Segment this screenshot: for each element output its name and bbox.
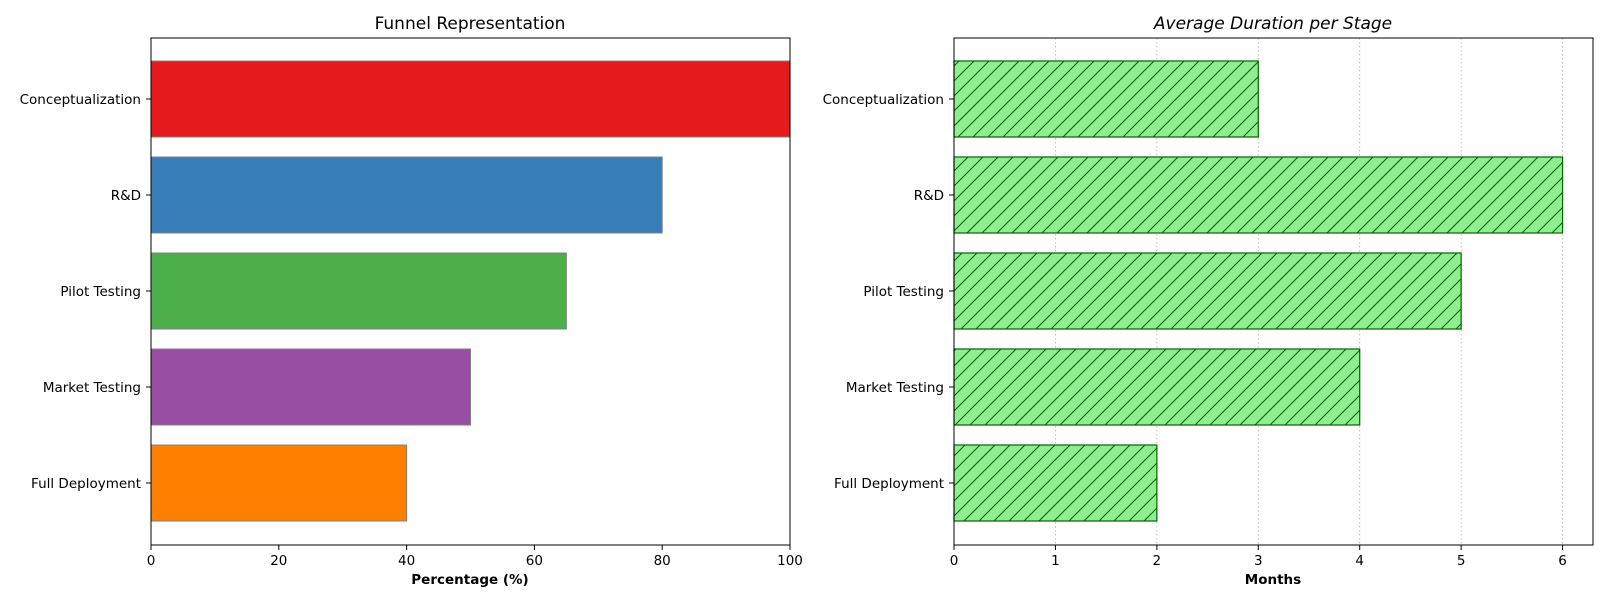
duration-y-tick-label: Conceptualization — [823, 92, 944, 108]
duration-chart: Average Duration per Stage Conceptualiza… — [823, 14, 1594, 588]
funnel-x-tick-label: 0 — [147, 553, 156, 569]
funnel-y-tick-label: Market Testing — [43, 380, 141, 396]
duration-bar-market-testing-hatch — [953, 348, 1361, 426]
duration-x-tick-label: 2 — [1153, 553, 1162, 569]
duration-x-axis-label: Months — [1245, 572, 1301, 588]
duration-x-axis: 0 1 2 3 4 5 6 — [950, 545, 1567, 569]
duration-x-tick-label: 0 — [950, 553, 959, 569]
funnel-x-axis-label: Percentage (%) — [411, 572, 528, 588]
funnel-y-tick-label: R&D — [111, 188, 141, 204]
funnel-x-tick-label: 80 — [654, 553, 671, 569]
funnel-y-tick-label: Pilot Testing — [60, 284, 141, 300]
duration-x-tick-label: 4 — [1355, 553, 1364, 569]
funnel-bar-pilot-testing — [150, 252, 567, 330]
duration-y-tick-label: Full Deployment — [834, 476, 944, 492]
duration-y-axis: Conceptualization R&D Pilot Testing Market … — [823, 92, 954, 492]
funnel-bars — [150, 60, 791, 522]
funnel-y-tick-label: Conceptualization — [20, 92, 141, 108]
duration-bar-conceptualization-hatch — [953, 60, 1259, 138]
funnel-chart: Funnel Representation Conceptualization R… — [20, 14, 803, 588]
funnel-x-tick-label: 100 — [777, 553, 803, 569]
duration-chart-title: Average Duration per Stage — [1153, 14, 1392, 34]
duration-bar-pilot-testing-hatch — [953, 252, 1462, 330]
funnel-bar-full-deployment — [150, 444, 408, 522]
funnel-x-tick-label: 40 — [398, 553, 415, 569]
funnel-y-tick-label: Full Deployment — [31, 476, 141, 492]
funnel-chart-title: Funnel Representation — [375, 14, 566, 34]
duration-x-tick-label: 5 — [1457, 553, 1466, 569]
duration-bar-randd-hatch — [953, 156, 1564, 234]
funnel-x-tick-label: 60 — [526, 553, 543, 569]
funnel-y-axis: Conceptualization R&D Pilot Testing Market … — [20, 92, 151, 492]
funnel-bar-conceptualization — [150, 60, 791, 138]
duration-x-tick-label: 6 — [1558, 553, 1567, 569]
funnel-x-tick-label: 20 — [270, 553, 287, 569]
duration-y-tick-label: Market Testing — [846, 380, 944, 396]
duration-bars — [953, 60, 1564, 522]
funnel-bar-randd — [150, 156, 663, 234]
duration-y-tick-label: Pilot Testing — [863, 284, 944, 300]
funnel-bar-market-testing — [150, 348, 471, 426]
duration-x-tick-label: 3 — [1254, 553, 1263, 569]
duration-bar-full-deployment-hatch — [953, 444, 1158, 522]
duration-x-tick-label: 1 — [1051, 553, 1060, 569]
duration-y-tick-label: R&D — [914, 188, 944, 204]
funnel-x-axis: 0 20 40 60 80 100 — [147, 545, 803, 569]
